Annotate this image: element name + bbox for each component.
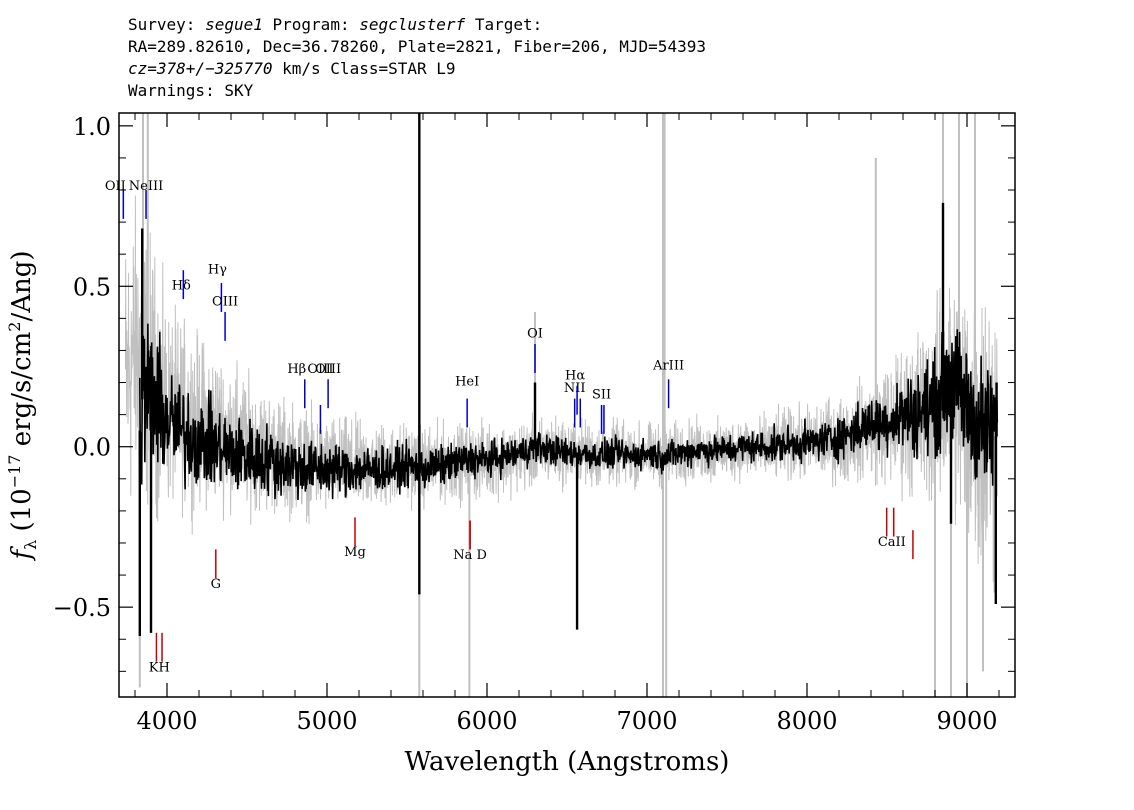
absorption-line-label-1: G	[211, 577, 221, 592]
absorption-line-label-0: KH	[149, 660, 170, 675]
y-tick-label: 1.0	[73, 113, 111, 141]
x-axis-title: Wavelength (Angstroms)	[405, 747, 730, 777]
x-tick-label: 4000	[136, 707, 197, 735]
x-tick-label: 5000	[296, 707, 357, 735]
absorption-line-label-3: Na D	[453, 548, 487, 563]
y-tick-label: 0.5	[73, 273, 111, 301]
emission-line-label-10: NII	[564, 381, 586, 396]
y-tick-label: 0.0	[73, 434, 111, 462]
y-tick-label: −0.5	[53, 594, 111, 622]
emission-line-label-2: Hδ	[172, 278, 191, 293]
emission-line-label-11: Hα	[565, 368, 585, 383]
emission-line-label-5: Hβ	[287, 362, 306, 377]
spectrum-series-1	[140, 324, 998, 500]
x-tick-label: 7000	[616, 707, 677, 735]
x-tick-label: 6000	[456, 707, 517, 735]
spectrum-chart: OII NeIIIHδHγOIIIHβ OIIIOIIIHeIOINIIHαSIIA…	[0, 0, 1134, 810]
emission-line-label-9: OI	[527, 327, 543, 342]
absorption-line-label-4: CaII	[878, 535, 906, 550]
absorption-line-label-2: Mg	[344, 545, 366, 560]
spectrum-series-0	[125, 196, 997, 593]
emission-line-label-3: Hγ	[208, 262, 227, 277]
emission-line-label-8: HeI	[455, 375, 479, 390]
emission-line-label-0: OII	[105, 179, 126, 194]
series-layer	[125, 113, 997, 697]
y-axis-title: fλ (10−17 erg/s/cm2/Ang)	[5, 250, 40, 561]
emission-line-label-15: ArIII	[652, 359, 684, 374]
x-tick-label: 9000	[936, 707, 997, 735]
emission-line-label-7: OIII	[315, 362, 341, 377]
x-tick-label: 8000	[776, 707, 837, 735]
emission-line-label-1: NeIII	[129, 179, 163, 194]
emission-line-label-13: SII	[592, 388, 611, 403]
emission-line-label-4: OIII	[212, 295, 238, 310]
